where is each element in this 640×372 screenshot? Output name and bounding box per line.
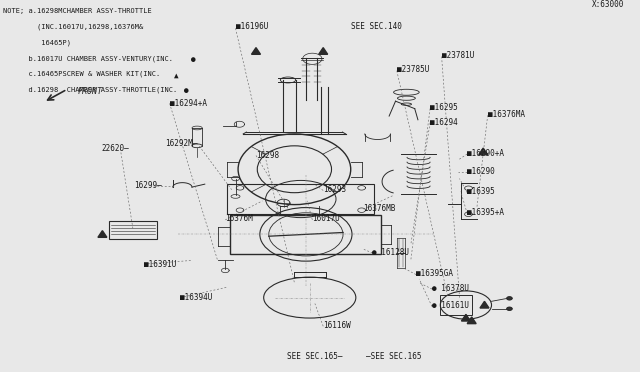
Text: d.16298  CHAMBER ASSY-THROTTLE(INC.: d.16298 CHAMBER ASSY-THROTTLE(INC.	[3, 86, 177, 93]
Text: NOTE; a.16298MCHAMBER ASSY-THROTTLE: NOTE; a.16298MCHAMBER ASSY-THROTTLE	[3, 8, 152, 14]
Text: ●: ●	[191, 55, 195, 64]
Bar	[440, 295, 472, 315]
Text: 16465P): 16465P)	[3, 39, 71, 46]
Polygon shape	[467, 317, 476, 324]
Text: FRONT: FRONT	[78, 87, 103, 96]
Text: 22620—: 22620—	[101, 144, 129, 153]
Text: ■16395+A: ■16395+A	[467, 208, 504, 217]
Text: 16299—: 16299—	[134, 182, 162, 190]
Polygon shape	[319, 48, 328, 54]
Text: ■16294: ■16294	[430, 118, 458, 126]
Text: ■16196U: ■16196U	[236, 22, 268, 31]
Text: 16116W: 16116W	[323, 321, 351, 330]
Text: 16293: 16293	[323, 185, 346, 194]
Polygon shape	[480, 301, 489, 308]
Text: ● 16378U: ● 16378U	[432, 284, 469, 293]
Text: 16298: 16298	[256, 151, 279, 160]
Text: ● 16128U: ● 16128U	[372, 248, 410, 257]
Text: ■16290+A: ■16290+A	[467, 149, 504, 158]
Bar	[230, 215, 381, 254]
Text: —SEE SEC.165: —SEE SEC.165	[366, 352, 422, 361]
Text: ■16391U: ■16391U	[144, 260, 177, 269]
Text: (INC.16017U,16298,16376M&: (INC.16017U,16298,16376M&	[3, 24, 143, 30]
Polygon shape	[461, 314, 470, 321]
Text: SEE SEC.165—: SEE SEC.165—	[287, 352, 342, 361]
Polygon shape	[252, 48, 260, 54]
Text: ■16395GA: ■16395GA	[416, 269, 453, 278]
Text: ■16290: ■16290	[467, 167, 495, 176]
Text: b.16017U CHAMBER ASSY-VENTURY(INC.: b.16017U CHAMBER ASSY-VENTURY(INC.	[3, 55, 173, 61]
Text: 16376MB: 16376MB	[364, 204, 396, 213]
Text: 16376M: 16376M	[225, 214, 253, 223]
Text: ■23781U: ■23781U	[442, 51, 474, 60]
Text: ■16295: ■16295	[430, 103, 458, 112]
Text: c.16465PSCREW & WASHER KIT(INC.: c.16465PSCREW & WASHER KIT(INC.	[3, 71, 161, 77]
Polygon shape	[507, 307, 512, 310]
Text: ● 16161U: ● 16161U	[432, 301, 469, 310]
Text: 16017U: 16017U	[312, 214, 340, 223]
Text: 16292M—: 16292M—	[165, 139, 198, 148]
Polygon shape	[507, 297, 512, 300]
Text: ■16376MA: ■16376MA	[488, 110, 525, 119]
Text: X:63000: X:63000	[591, 0, 624, 9]
Text: ■16394U: ■16394U	[180, 293, 213, 302]
Polygon shape	[479, 148, 488, 155]
Text: SEE SEC.140: SEE SEC.140	[351, 22, 401, 31]
Polygon shape	[98, 231, 107, 237]
Text: ■23785U: ■23785U	[397, 65, 429, 74]
Bar	[109, 221, 157, 239]
Text: ■16395: ■16395	[467, 187, 495, 196]
Text: ■16294+A: ■16294+A	[170, 99, 207, 108]
Bar	[227, 184, 374, 214]
Text: ▲: ▲	[174, 71, 179, 80]
Text: ●: ●	[184, 86, 189, 95]
